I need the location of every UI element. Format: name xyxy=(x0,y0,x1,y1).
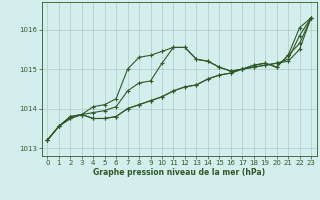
X-axis label: Graphe pression niveau de la mer (hPa): Graphe pression niveau de la mer (hPa) xyxy=(93,168,265,177)
